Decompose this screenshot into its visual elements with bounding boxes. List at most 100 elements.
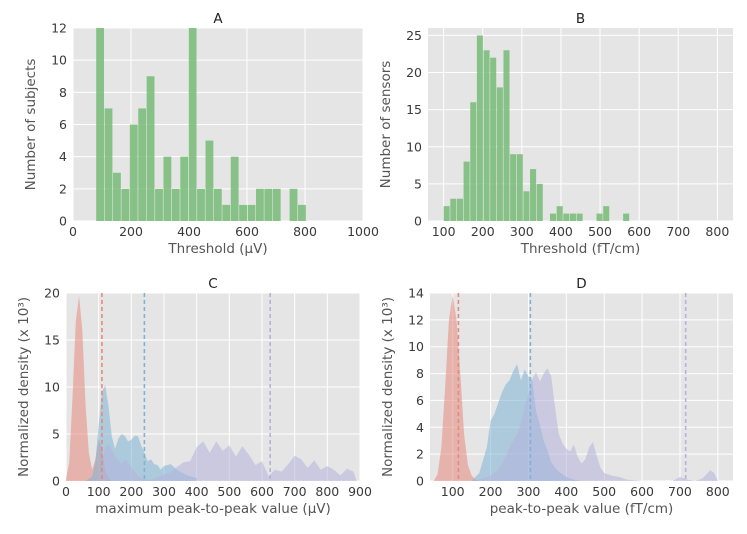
panel-c: 0 100 200 300 400 500 600 700 800 900 0 5 10 15 20 Cmax… bbox=[16, 276, 372, 517]
panel-title: B bbox=[576, 11, 585, 27]
histogram-bar bbox=[180, 156, 189, 221]
y-tick-label: 20 bbox=[44, 286, 60, 301]
x-tick-label: 500 bbox=[588, 224, 612, 239]
y-tick-label: 0 bbox=[59, 214, 67, 229]
panel-b: 100 200 300 400 500 600 700 800 0 5 10 15 20 25 B Thres… bbox=[378, 11, 733, 257]
histogram-bar bbox=[298, 204, 306, 221]
histogram-bar bbox=[96, 28, 105, 221]
plot-area bbox=[433, 293, 718, 481]
histogram-bar bbox=[129, 124, 138, 221]
y-tick-label: 10 bbox=[44, 380, 60, 395]
y-tick-label: 8 bbox=[59, 85, 67, 100]
histogram-bar bbox=[456, 198, 463, 221]
histogram-bar bbox=[470, 102, 477, 221]
x-tick-label: 200 bbox=[479, 484, 503, 499]
histogram-bar bbox=[188, 28, 197, 221]
y-tick-label: 10 bbox=[51, 53, 67, 68]
y-tick-label: 5 bbox=[414, 176, 422, 191]
x-tick-label: 500 bbox=[592, 484, 616, 499]
histogram-bar bbox=[516, 154, 523, 221]
panel-title: D bbox=[576, 276, 586, 292]
x-axis-label: Threshold (μV) bbox=[167, 241, 267, 257]
histogram-bar bbox=[113, 172, 121, 221]
x-tick-label: 700 bbox=[666, 224, 690, 239]
histogram-bar bbox=[490, 57, 497, 221]
histogram-bar bbox=[450, 198, 457, 221]
histogram-bar bbox=[603, 206, 610, 221]
x-tick-label: 300 bbox=[152, 484, 176, 499]
histogram-bar bbox=[289, 188, 298, 221]
x-tick-label: 200 bbox=[119, 484, 143, 499]
y-tick-label: 10 bbox=[408, 339, 424, 354]
y-axis-label: Number of subjects bbox=[23, 59, 39, 191]
panel-title: C bbox=[208, 276, 217, 292]
histogram-bar bbox=[496, 87, 503, 221]
histogram-bar bbox=[563, 213, 570, 221]
histogram-bar bbox=[205, 140, 214, 221]
histogram-bar bbox=[138, 108, 147, 221]
y-tick-label: 4 bbox=[59, 149, 67, 164]
x-tick-label: 800 bbox=[315, 484, 339, 499]
plot-background bbox=[430, 293, 733, 481]
panel-d: 100 200 300 400 500 600 700 800 0 2 4 6 8 10 12 14 Dpeak… bbox=[380, 276, 733, 517]
x-tick-label: 400 bbox=[549, 224, 573, 239]
x-axis-label: maximum peak-to-peak value (μV) bbox=[95, 501, 331, 517]
histogram-bar bbox=[503, 50, 510, 221]
histogram-bar bbox=[272, 188, 281, 221]
histogram-bar bbox=[463, 161, 470, 221]
histogram-bar bbox=[536, 183, 543, 221]
x-tick-label: 400 bbox=[185, 484, 209, 499]
density-area-purple bbox=[475, 368, 718, 481]
x-tick-label: 0 bbox=[62, 484, 70, 499]
x-tick-label: 100 bbox=[441, 484, 465, 499]
histogram-bar bbox=[171, 188, 180, 221]
x-tick-label: 800 bbox=[705, 224, 729, 239]
y-tick-label: 2 bbox=[59, 181, 67, 196]
y-axis-label: Number of sensors bbox=[378, 61, 394, 189]
histogram-bar bbox=[146, 76, 155, 221]
histogram-bar bbox=[163, 156, 172, 221]
histogram-bar bbox=[239, 204, 247, 221]
histogram-bar bbox=[230, 156, 239, 221]
x-tick-label: 900 bbox=[348, 484, 372, 499]
plot-area bbox=[443, 35, 630, 221]
y-tick-label: 12 bbox=[51, 21, 67, 36]
y-tick-label: 20 bbox=[406, 65, 422, 80]
histogram-bar bbox=[569, 213, 576, 221]
histogram-bar bbox=[222, 204, 231, 221]
x-tick-label: 600 bbox=[627, 224, 651, 239]
x-tick-label: 700 bbox=[668, 484, 692, 499]
y-tick-label: 14 bbox=[408, 286, 424, 301]
x-tick-label: 600 bbox=[235, 224, 259, 239]
x-tick-label: 800 bbox=[293, 224, 317, 239]
y-tick-label: 15 bbox=[44, 333, 60, 348]
histogram-bar bbox=[213, 188, 222, 221]
y-tick-label: 15 bbox=[406, 102, 422, 117]
x-tick-label: 400 bbox=[554, 484, 578, 499]
y-tick-label: 2 bbox=[416, 447, 424, 462]
panel-a: 0 200 400 600 800 1000 0 2 4 6 8 10 12 A Threshold (μV… bbox=[23, 11, 379, 257]
histogram-bar bbox=[530, 169, 537, 221]
histogram-bar bbox=[197, 188, 205, 221]
x-tick-label: 300 bbox=[517, 484, 541, 499]
panel-title: A bbox=[213, 11, 223, 27]
y-tick-label: 0 bbox=[416, 474, 424, 489]
histogram-bar bbox=[576, 213, 583, 221]
plot-area bbox=[96, 28, 306, 221]
x-tick-label: 100 bbox=[87, 484, 111, 499]
x-tick-label: 200 bbox=[471, 224, 495, 239]
x-tick-label: 600 bbox=[630, 484, 654, 499]
histogram-bar bbox=[483, 50, 490, 221]
y-axis-label: Normalized density (x 10³) bbox=[380, 297, 396, 477]
plot-area bbox=[66, 293, 357, 481]
density-area-red bbox=[66, 295, 112, 481]
histogram-bar bbox=[623, 213, 630, 221]
y-tick-label: 12 bbox=[408, 312, 424, 327]
y-tick-label: 6 bbox=[416, 393, 424, 408]
x-tick-label: 1000 bbox=[347, 224, 379, 239]
x-tick-label: 300 bbox=[510, 224, 534, 239]
y-tick-label: 25 bbox=[406, 28, 422, 43]
histogram-bar bbox=[476, 35, 483, 221]
y-tick-label: 8 bbox=[416, 366, 424, 381]
